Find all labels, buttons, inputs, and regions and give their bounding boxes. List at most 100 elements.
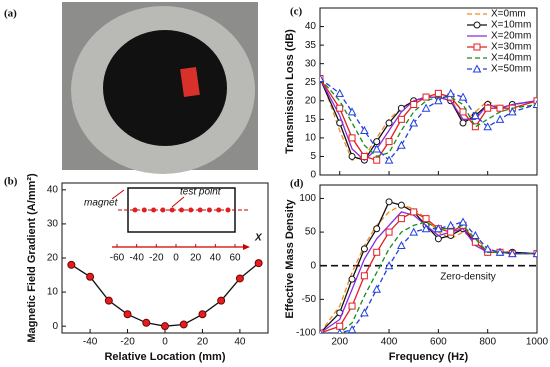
x-tick-label: 600 <box>430 337 447 348</box>
marker <box>422 93 430 101</box>
marker <box>385 198 393 206</box>
marker <box>495 114 505 123</box>
inset-tick-label: 0 <box>173 253 179 264</box>
marker <box>372 284 382 293</box>
inset-tick-label: -60 <box>110 253 125 264</box>
marker <box>447 228 455 236</box>
marker <box>198 310 207 319</box>
marker <box>348 275 356 283</box>
marker <box>532 249 537 258</box>
inset-tick-label: -20 <box>149 253 164 264</box>
x-tick-label: 200 <box>331 337 348 348</box>
marker <box>483 122 493 131</box>
panel-label: (c) <box>290 6 303 18</box>
inset-arrow <box>171 196 185 208</box>
marker <box>434 224 443 233</box>
marker <box>446 88 456 97</box>
x-tick-label: 0 <box>162 337 168 348</box>
marker <box>235 274 244 283</box>
marker <box>421 103 431 112</box>
series-line <box>320 77 537 162</box>
marker <box>508 249 517 258</box>
marker <box>385 228 393 236</box>
series-line <box>320 78 537 162</box>
y-tick-label: 100 <box>299 193 316 204</box>
marker <box>495 247 505 256</box>
marker <box>473 43 481 51</box>
x-axis-label: Frequency (Hz) <box>389 351 469 363</box>
marker <box>360 125 369 134</box>
y-tick-label: 35 <box>305 40 317 51</box>
y-tick-label: 10 <box>305 133 317 144</box>
panel-label: (b) <box>4 176 18 188</box>
inset-point <box>132 207 138 213</box>
y-tick-label: 40 <box>305 21 317 32</box>
marker <box>410 208 418 216</box>
inset-tick-label: -40 <box>129 253 144 264</box>
marker <box>473 21 481 29</box>
marker <box>385 119 393 127</box>
series-line <box>320 74 537 161</box>
marker <box>372 144 382 153</box>
marker <box>373 156 381 164</box>
inset-point <box>216 207 222 213</box>
y-tick-label: 20 <box>305 95 317 106</box>
marker <box>385 138 393 146</box>
x-tick-label: 800 <box>479 337 496 348</box>
y-tick-label: 50 <box>305 227 317 238</box>
y-tick-label: 0 <box>52 321 58 332</box>
marker <box>472 64 482 73</box>
marker <box>484 104 492 112</box>
marker <box>179 320 188 329</box>
y-axis-label: Effective Mass Density <box>284 199 296 319</box>
inset-point <box>169 207 175 213</box>
marker <box>336 322 344 330</box>
x-tick-label: 40 <box>234 337 246 348</box>
marker <box>471 123 479 131</box>
marker <box>360 245 368 253</box>
marker <box>459 119 467 127</box>
marker <box>458 217 468 226</box>
y-tick-label: -50 <box>302 294 317 305</box>
marker <box>532 99 537 108</box>
marker <box>421 224 431 233</box>
y-tick-label: 30 <box>47 219 59 230</box>
marker <box>533 97 537 105</box>
marker <box>397 140 406 149</box>
marker <box>104 296 113 305</box>
marker <box>348 134 356 142</box>
x-tick-label: 20 <box>197 337 209 348</box>
inset-arrow <box>111 189 125 200</box>
inset-label: magnet <box>84 198 119 209</box>
plot-area <box>320 198 537 333</box>
marker <box>142 318 151 327</box>
marker <box>348 152 356 160</box>
inset-label: test point <box>180 187 222 198</box>
marker <box>422 215 430 223</box>
marker <box>459 108 467 116</box>
inset-point <box>151 207 157 213</box>
marker <box>397 115 405 123</box>
y-tick-label: 30 <box>305 58 317 69</box>
marker <box>409 118 419 127</box>
series-line <box>320 78 537 161</box>
panel-label: (a) <box>4 8 17 20</box>
inset-point <box>188 207 194 213</box>
legend-label: X=40mm <box>491 53 531 64</box>
marker <box>86 272 95 281</box>
legend-label: X=50mm <box>491 64 531 75</box>
marker <box>348 302 356 310</box>
marker <box>409 227 419 236</box>
marker <box>434 235 442 243</box>
marker <box>483 244 493 253</box>
marker <box>434 89 442 97</box>
x-tick-label: 1000 <box>526 337 549 348</box>
y-axis-label: Magnetic Field Gradient (A/mm²) <box>26 173 38 343</box>
y-tick-label: 0 <box>310 170 316 181</box>
series-line <box>320 204 537 333</box>
marker <box>347 107 357 116</box>
plot-area <box>67 259 263 331</box>
marker <box>397 215 405 223</box>
panel-label: (d) <box>290 178 304 190</box>
